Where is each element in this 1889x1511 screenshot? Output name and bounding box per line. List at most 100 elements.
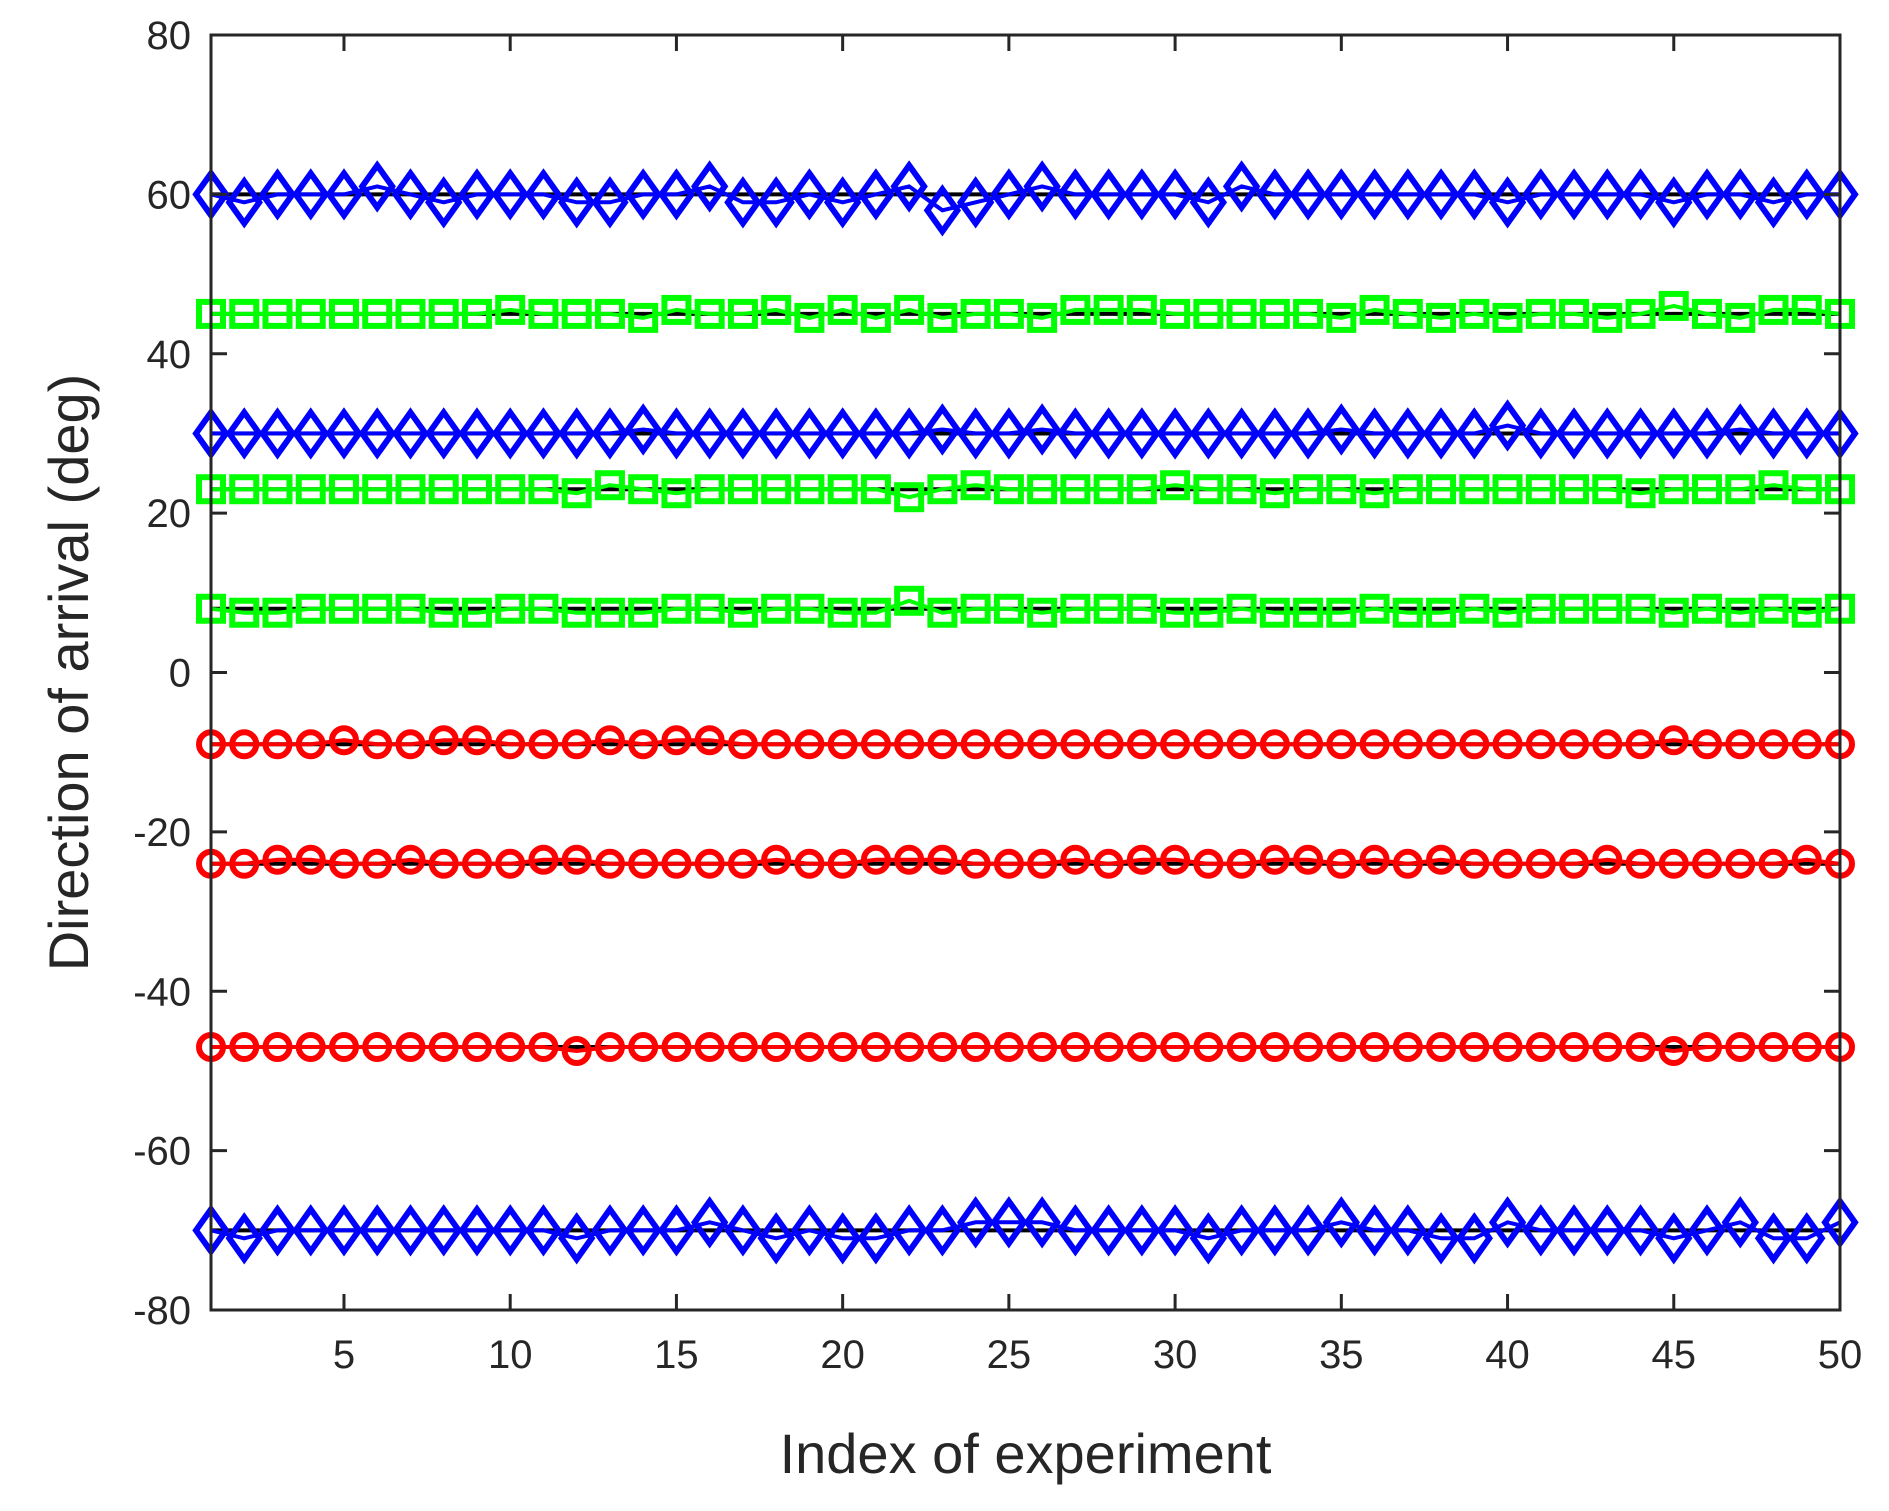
diamond-marker	[524, 407, 563, 460]
square-marker	[1791, 597, 1822, 628]
x-tick-label: 45	[1652, 1333, 1697, 1377]
diamond-marker	[558, 1212, 596, 1265]
square-marker	[594, 298, 625, 329]
diamond-marker	[391, 168, 430, 221]
circle-marker	[1259, 1032, 1290, 1063]
diamond-marker	[1056, 1204, 1095, 1257]
square-marker	[1658, 474, 1689, 505]
square-marker	[1226, 593, 1257, 624]
diamond-marker	[591, 176, 629, 229]
square-marker	[1193, 474, 1224, 505]
circle-marker	[1226, 848, 1257, 879]
y-tick-label: -20	[133, 811, 191, 855]
circle-marker	[794, 729, 825, 760]
circle-marker	[262, 729, 293, 760]
circle-marker	[1725, 848, 1756, 879]
diamond-marker	[1389, 407, 1427, 460]
circle-marker	[295, 1032, 326, 1063]
diamond-marker	[325, 407, 363, 460]
x-tick-label: 25	[987, 1333, 1032, 1377]
diamond-marker	[690, 1196, 729, 1249]
circle-marker	[1326, 729, 1357, 760]
diamond-marker	[1322, 1196, 1361, 1249]
circle-marker	[528, 1032, 559, 1063]
circle-marker	[495, 729, 526, 760]
square-marker	[894, 294, 925, 325]
square-marker	[1525, 298, 1556, 329]
circle-marker	[794, 1032, 825, 1063]
square-marker	[1725, 302, 1756, 333]
diamond-marker	[1256, 168, 1294, 221]
diamond-marker	[923, 184, 962, 237]
circle-marker	[694, 725, 725, 756]
diamond-marker	[1289, 1204, 1327, 1257]
square-marker	[561, 298, 592, 329]
square-marker	[993, 474, 1024, 505]
square-marker	[794, 593, 825, 624]
square-marker	[1592, 302, 1623, 333]
circle-marker	[1758, 848, 1789, 879]
diamond-marker	[823, 1212, 862, 1265]
square-marker	[1027, 597, 1058, 628]
square-marker	[1293, 597, 1324, 628]
square-marker	[661, 294, 692, 325]
circle-marker	[1027, 1032, 1058, 1063]
circle-marker	[960, 1032, 991, 1063]
square-marker	[827, 597, 858, 628]
square-marker	[295, 593, 326, 624]
circle-marker	[1459, 729, 1490, 760]
square-marker	[1160, 298, 1191, 329]
diamond-marker	[1056, 407, 1095, 460]
square-marker	[960, 593, 991, 624]
circle-marker	[262, 1032, 293, 1063]
estimate-series	[192, 160, 1859, 1265]
square-marker	[1326, 597, 1357, 628]
diamond-marker	[1455, 1212, 1493, 1265]
square-marker	[229, 474, 260, 505]
square-marker	[362, 593, 393, 624]
circle-marker	[1226, 1032, 1257, 1063]
circle-marker	[1559, 1032, 1590, 1063]
diamond-marker	[857, 1212, 895, 1265]
circle-marker	[1126, 844, 1157, 875]
square-marker	[794, 302, 825, 333]
circle-marker	[1193, 729, 1224, 760]
circle-marker	[1758, 729, 1789, 760]
diamond-marker	[1655, 407, 1693, 460]
circle-marker	[1193, 1032, 1224, 1063]
circle-marker	[661, 1032, 692, 1063]
square-marker	[461, 597, 492, 628]
square-marker	[1459, 593, 1490, 624]
diamond-marker	[657, 407, 696, 460]
circle-marker	[594, 725, 625, 756]
circle-marker	[594, 1032, 625, 1063]
square-marker	[1758, 470, 1789, 501]
diamond-marker	[1621, 407, 1660, 460]
diamond-marker	[1754, 407, 1793, 460]
circle-marker	[528, 729, 559, 760]
circle-marker	[1758, 1032, 1789, 1063]
y-axis-title: Direction of arrival (deg)	[37, 374, 100, 972]
diamond-marker	[1422, 1212, 1460, 1265]
square-marker	[1625, 593, 1656, 624]
circle-marker	[428, 725, 459, 756]
circle-marker	[761, 1032, 792, 1063]
square-marker	[561, 478, 592, 509]
circle-marker	[894, 1032, 925, 1063]
circle-marker	[960, 729, 991, 760]
circle-marker	[461, 848, 492, 879]
circle-marker	[461, 725, 492, 756]
square-marker	[1226, 474, 1257, 505]
square-marker	[428, 298, 459, 329]
circle-marker	[1725, 729, 1756, 760]
square-marker	[1392, 474, 1423, 505]
diamond-marker	[757, 176, 795, 229]
circle-marker	[1359, 844, 1390, 875]
square-marker	[295, 474, 326, 505]
diamond-marker	[524, 1204, 563, 1257]
diamond-marker	[923, 1204, 962, 1257]
circle-marker	[1093, 1032, 1124, 1063]
square-marker	[628, 474, 659, 505]
circle-marker	[528, 844, 559, 875]
